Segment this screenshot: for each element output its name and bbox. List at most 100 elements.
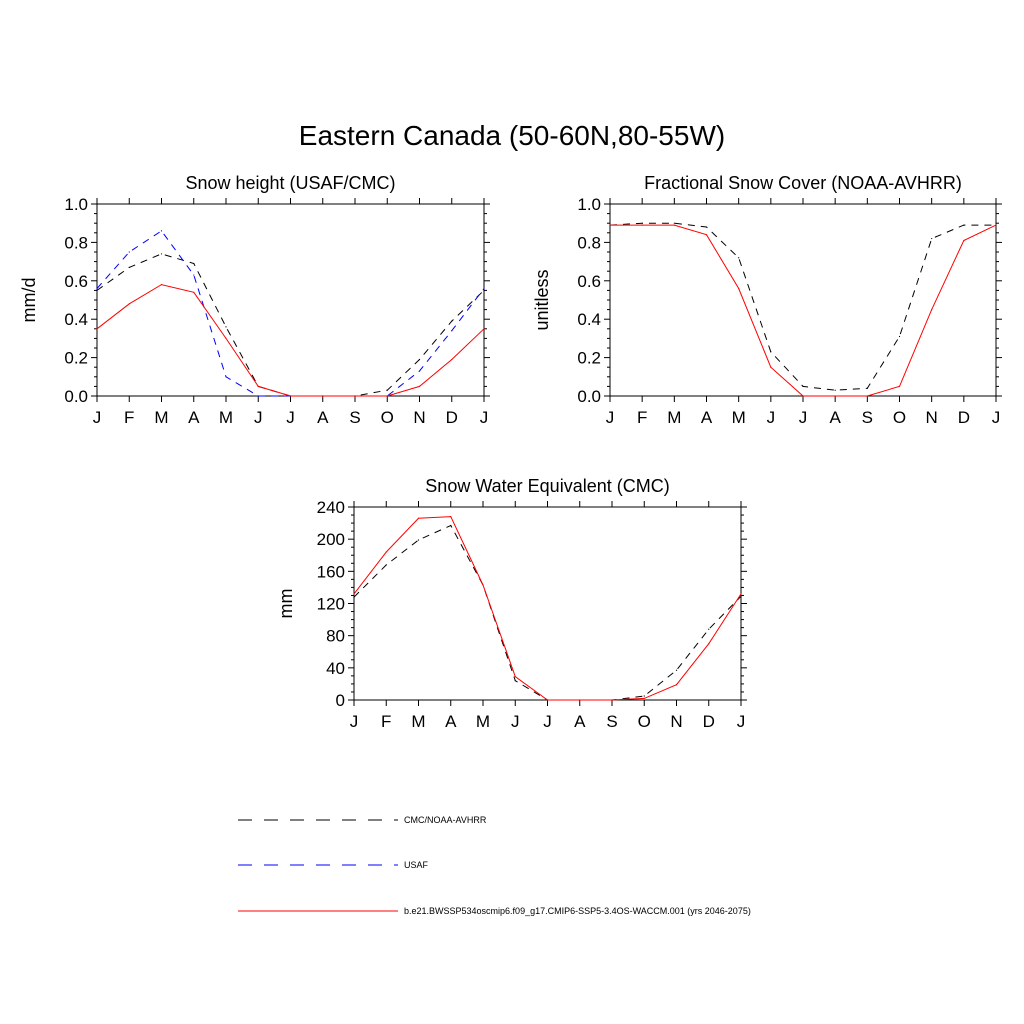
y-tick-label: 0 xyxy=(336,691,345,710)
y-tick-label: 0.0 xyxy=(64,387,88,406)
data-point xyxy=(675,669,678,671)
data-point xyxy=(451,330,453,332)
data-point xyxy=(450,516,452,518)
data-point xyxy=(609,224,611,226)
data-point xyxy=(673,222,675,224)
legend-item-2: b.e21.BWSSP534oscmip6.f09_g17.CMIP6-SSP5… xyxy=(238,906,751,916)
data-point xyxy=(802,385,804,387)
data-point xyxy=(386,389,388,391)
x-tick-label: N xyxy=(670,712,682,731)
y-tick-label: 0.2 xyxy=(577,349,601,368)
x-tick-label: M xyxy=(154,408,168,427)
x-tick-label: J xyxy=(767,408,776,427)
data-point xyxy=(641,222,643,224)
data-point xyxy=(770,366,772,368)
data-point xyxy=(160,230,163,232)
data-point xyxy=(866,395,868,397)
legend-item-1: USAF xyxy=(238,860,429,870)
y-axis-label: mm xyxy=(276,589,296,619)
data-point xyxy=(675,684,678,686)
x-tick-label: F xyxy=(381,712,391,731)
x-tick-label: A xyxy=(701,408,713,427)
data-point xyxy=(418,370,421,372)
data-point xyxy=(193,291,195,293)
data-point xyxy=(482,584,484,586)
x-tick-label: J xyxy=(93,408,102,427)
chart-title: Fractional Snow Cover (NOAA-AVHRR) xyxy=(644,173,962,193)
data-point xyxy=(963,239,965,242)
data-point xyxy=(740,595,742,597)
y-tick-label: 0.4 xyxy=(64,310,88,329)
data-point xyxy=(643,697,645,699)
data-point xyxy=(418,358,421,361)
x-tick-label: J xyxy=(606,408,615,427)
data-point xyxy=(386,395,388,397)
data-point xyxy=(514,680,516,682)
y-tick-label: 40 xyxy=(326,659,345,678)
data-point xyxy=(225,326,227,328)
data-point xyxy=(770,351,772,353)
data-point xyxy=(385,551,387,553)
y-tick-label: 80 xyxy=(326,627,345,646)
y-tick-label: 0.4 xyxy=(577,310,601,329)
y-tick-label: 200 xyxy=(317,530,345,549)
x-tick-label: J xyxy=(286,408,295,427)
data-point xyxy=(451,320,453,322)
data-point xyxy=(641,224,643,226)
legend-label-1: USAF xyxy=(404,860,429,870)
data-point xyxy=(96,287,98,290)
y-tick-label: 1.0 xyxy=(64,195,88,214)
data-point xyxy=(546,699,549,701)
data-point xyxy=(931,309,933,311)
data-point xyxy=(579,699,581,701)
x-tick-label: J xyxy=(799,408,808,427)
data-point xyxy=(898,385,901,387)
y-tick-label: 0.2 xyxy=(64,349,88,368)
data-point xyxy=(708,628,710,630)
data-point xyxy=(643,695,645,697)
data-point xyxy=(705,226,708,228)
data-point xyxy=(353,596,355,598)
data-point xyxy=(353,593,355,595)
data-point xyxy=(451,358,453,361)
x-tick-label: M xyxy=(219,408,233,427)
data-point xyxy=(96,289,98,291)
data-point xyxy=(834,389,836,391)
x-tick-label: S xyxy=(606,712,617,731)
data-point xyxy=(160,284,163,286)
data-point xyxy=(705,234,708,236)
data-point xyxy=(160,253,163,255)
data-point xyxy=(834,395,836,397)
data-point xyxy=(193,262,195,265)
x-tick-label: A xyxy=(574,712,586,731)
chart-title: Snow height (USAF/CMC) xyxy=(185,173,395,193)
data-point xyxy=(322,395,324,397)
y-tick-label: 0.6 xyxy=(64,272,88,291)
x-tick-label: D xyxy=(703,712,715,731)
data-point xyxy=(96,328,98,330)
x-tick-label: F xyxy=(637,408,647,427)
data-point xyxy=(898,335,901,338)
data-point xyxy=(483,328,485,330)
y-tick-label: 0.6 xyxy=(577,272,601,291)
data-point xyxy=(225,337,227,339)
data-point xyxy=(483,287,485,290)
data-point xyxy=(483,289,485,291)
y-tick-label: 0.8 xyxy=(64,233,88,252)
data-point xyxy=(354,395,356,397)
y-tick-label: 1.0 xyxy=(577,195,601,214)
x-tick-label: J xyxy=(350,712,359,731)
y-axis-label: mm/d xyxy=(19,278,39,323)
data-point xyxy=(673,224,675,226)
chart-title: Snow Water Equivalent (CMC) xyxy=(425,476,669,496)
data-point xyxy=(450,524,452,527)
y-tick-label: 0.8 xyxy=(577,233,601,252)
data-point xyxy=(514,676,516,678)
legend-item-0: CMC/NOAA-AVHRR xyxy=(238,815,487,825)
data-point xyxy=(418,385,421,387)
x-tick-label: N xyxy=(926,408,938,427)
x-tick-label: J xyxy=(511,712,520,731)
data-point xyxy=(128,303,130,305)
